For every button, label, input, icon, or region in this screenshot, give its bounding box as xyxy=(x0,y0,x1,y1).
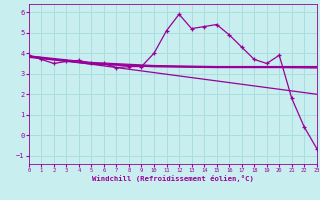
X-axis label: Windchill (Refroidissement éolien,°C): Windchill (Refroidissement éolien,°C) xyxy=(92,175,254,182)
